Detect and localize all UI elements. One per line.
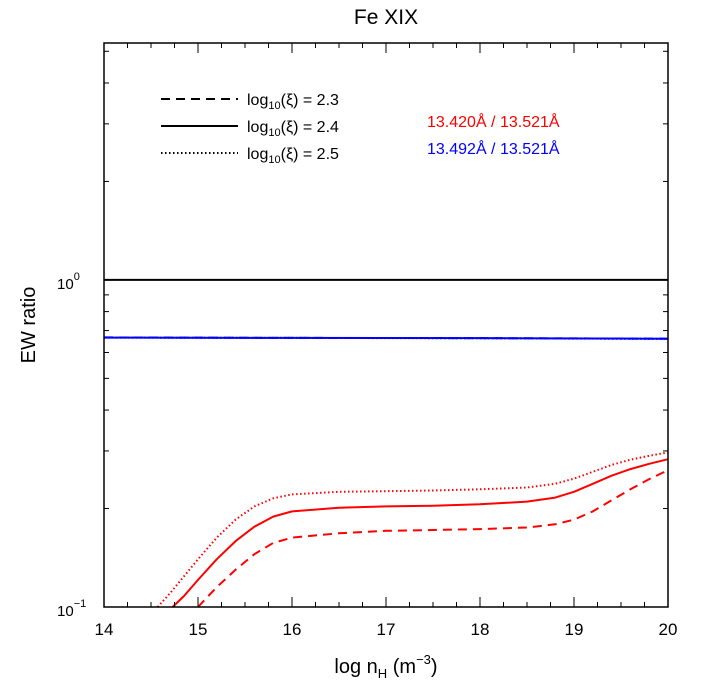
y-axis-label: EW ratio: [18, 287, 40, 364]
legend-style-label: log10(ξ) = 2.4: [247, 119, 339, 139]
legend-ratios: 13.420Å / 13.521Å 13.492Å / 13.521Å: [427, 112, 560, 158]
x-axis-label: log nH (m−3): [334, 652, 437, 681]
x-axis-label-superscript: −3: [416, 652, 431, 667]
x-tick-label: 17: [377, 620, 396, 639]
series-layer: [103, 278, 669, 608]
x-axis-label-end: ): [431, 656, 438, 678]
x-tick-label: 20: [659, 620, 678, 639]
x-axis-label-subscript: H: [378, 666, 387, 681]
series-line-1: [171, 458, 669, 608]
x-tick-label: 19: [565, 620, 584, 639]
x-tick-label: 18: [471, 620, 490, 639]
series-line-2: [156, 451, 669, 608]
chart-title: Fe XIX: [354, 6, 418, 29]
x-tick-label: 16: [283, 620, 302, 639]
legend-ratio-label: 13.420Å / 13.521Å: [427, 112, 560, 131]
x-tick-label: 14: [95, 620, 114, 639]
legend-ratio-label: 13.492Å / 13.521Å: [427, 139, 560, 158]
x-tick-label: 15: [189, 620, 208, 639]
y-tick-label: 100: [57, 271, 80, 293]
ticks-layer: 14 15 16 17 18 19 20 100 10−1: [57, 43, 677, 639]
legend-style-label: log10(ξ) = 2.5: [247, 146, 339, 166]
svg-text:log nH (m−3): log nH (m−3): [334, 652, 437, 681]
legend-style-label: log10(ξ) = 2.3: [247, 92, 339, 112]
legend-line-styles: log10(ξ) = 2.3 log10(ξ) = 2.4 log10(ξ) = 2…: [161, 92, 339, 166]
x-axis-label-base: log n: [334, 656, 377, 678]
x-axis-label-mid: (m: [387, 656, 416, 678]
series-line-4: [103, 336, 669, 340]
y-tick-label: 10−1: [57, 598, 86, 620]
